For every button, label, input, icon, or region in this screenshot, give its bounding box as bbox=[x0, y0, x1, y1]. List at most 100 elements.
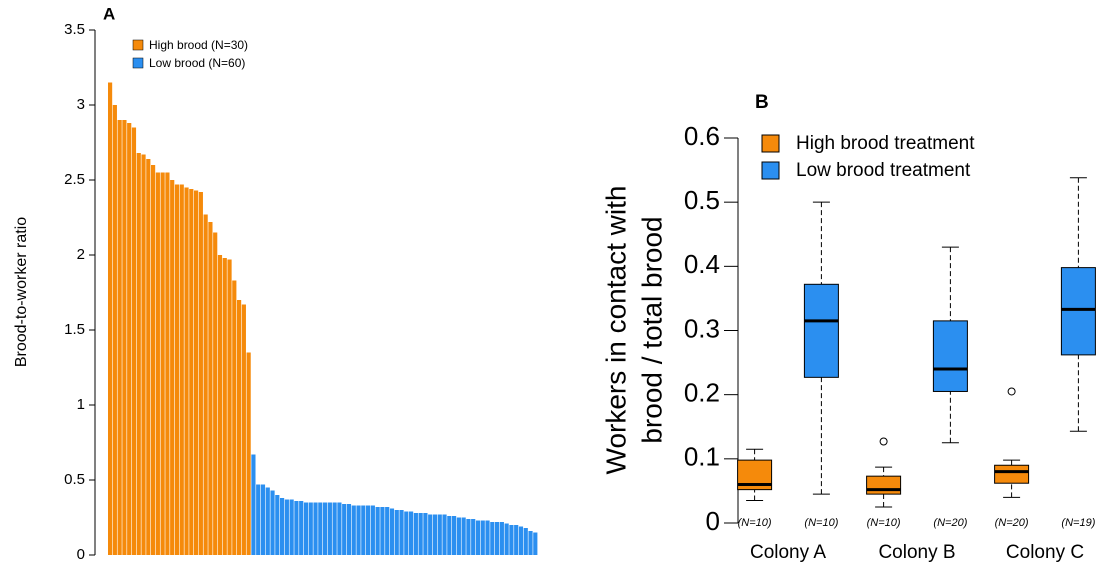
outlier bbox=[1007, 387, 1016, 396]
bar bbox=[246, 352, 251, 555]
y-tick-label: 1.5 bbox=[64, 321, 85, 338]
bar bbox=[461, 517, 466, 555]
bar bbox=[275, 495, 280, 555]
bar bbox=[423, 513, 428, 555]
y-tick-label: 0.4 bbox=[684, 249, 720, 279]
bar bbox=[356, 505, 361, 555]
bar bbox=[241, 304, 246, 555]
bar bbox=[389, 508, 395, 555]
bar bbox=[318, 502, 323, 555]
y-tick-label: 2.5 bbox=[64, 171, 85, 188]
panel-label: B bbox=[755, 92, 769, 113]
bar bbox=[151, 165, 156, 555]
bar bbox=[528, 531, 533, 555]
box bbox=[866, 475, 902, 495]
y-tick-label: 0 bbox=[77, 546, 85, 563]
y-tick-label: 0.6 bbox=[684, 121, 720, 151]
bar bbox=[256, 484, 261, 555]
y-tick-label: 0.5 bbox=[64, 471, 85, 488]
bar bbox=[280, 498, 285, 555]
bar bbox=[456, 517, 461, 555]
bar bbox=[409, 511, 414, 555]
bar bbox=[131, 127, 137, 555]
legend-label: High brood (N=30) bbox=[149, 38, 248, 52]
bar bbox=[155, 172, 160, 555]
bar bbox=[289, 499, 294, 555]
y-tick-label: 0.3 bbox=[684, 313, 720, 343]
n-label: (N=20) bbox=[995, 517, 1029, 529]
bar bbox=[299, 501, 304, 555]
legend-swatch bbox=[132, 57, 144, 69]
bar bbox=[490, 522, 495, 555]
bar bbox=[447, 516, 452, 555]
n-label: (N=10) bbox=[867, 517, 901, 529]
n-label: (N=10) bbox=[804, 517, 838, 529]
bar bbox=[194, 190, 199, 555]
bar bbox=[533, 532, 538, 555]
legend-swatch bbox=[761, 134, 780, 153]
bar bbox=[413, 513, 418, 555]
bar bbox=[480, 520, 485, 555]
box bbox=[1060, 267, 1096, 356]
bar bbox=[184, 187, 189, 555]
bar bbox=[160, 172, 165, 555]
bar bbox=[174, 184, 180, 555]
bar bbox=[327, 502, 332, 555]
y-tick-label: 2 bbox=[77, 246, 85, 263]
bar bbox=[418, 513, 423, 555]
bar bbox=[303, 502, 309, 555]
box bbox=[932, 320, 968, 392]
bar bbox=[485, 520, 490, 555]
bar bbox=[475, 520, 481, 555]
y-axis-label: Workers in contact with bbox=[600, 186, 631, 475]
bar bbox=[523, 528, 528, 555]
box bbox=[994, 464, 1030, 484]
bar bbox=[375, 507, 380, 555]
n-label: (N=20) bbox=[933, 517, 967, 529]
bar bbox=[499, 522, 504, 555]
bar bbox=[370, 505, 375, 555]
bar bbox=[222, 258, 227, 555]
bar bbox=[165, 172, 170, 555]
bar bbox=[385, 507, 390, 555]
bar bbox=[342, 504, 347, 555]
bar bbox=[294, 501, 299, 555]
bar bbox=[346, 504, 352, 555]
bar bbox=[308, 502, 313, 555]
bar bbox=[504, 523, 509, 555]
box bbox=[803, 283, 839, 378]
outlier bbox=[879, 437, 888, 446]
bar bbox=[428, 514, 433, 555]
bar bbox=[452, 516, 457, 555]
x-tick-label: Colony A bbox=[750, 542, 826, 563]
bar bbox=[112, 105, 117, 555]
bar bbox=[146, 159, 151, 555]
legend-label: Low brood treatment bbox=[796, 160, 971, 181]
bar bbox=[495, 522, 500, 555]
bar bbox=[518, 526, 524, 555]
bar bbox=[189, 189, 194, 555]
x-tick-label: Colony B bbox=[878, 542, 955, 563]
bar bbox=[351, 505, 356, 555]
bar bbox=[108, 82, 113, 555]
legend-label: Low brood (N=60) bbox=[149, 56, 245, 70]
bar bbox=[366, 505, 371, 555]
y-axis-label: Brood-to-worker ratio bbox=[13, 217, 30, 367]
bar bbox=[337, 502, 342, 555]
bar bbox=[122, 120, 127, 555]
bar bbox=[313, 502, 318, 555]
bar bbox=[117, 120, 122, 555]
bar bbox=[260, 484, 266, 555]
legend-swatch bbox=[132, 39, 144, 51]
y-tick-label: 3 bbox=[77, 96, 85, 113]
bar bbox=[203, 214, 208, 555]
bar bbox=[361, 505, 366, 555]
bar bbox=[251, 454, 256, 555]
bar bbox=[432, 514, 438, 555]
legend-swatch bbox=[761, 161, 780, 180]
bar bbox=[179, 184, 184, 555]
bar bbox=[265, 487, 270, 555]
bar bbox=[442, 514, 447, 555]
bar bbox=[170, 180, 175, 555]
